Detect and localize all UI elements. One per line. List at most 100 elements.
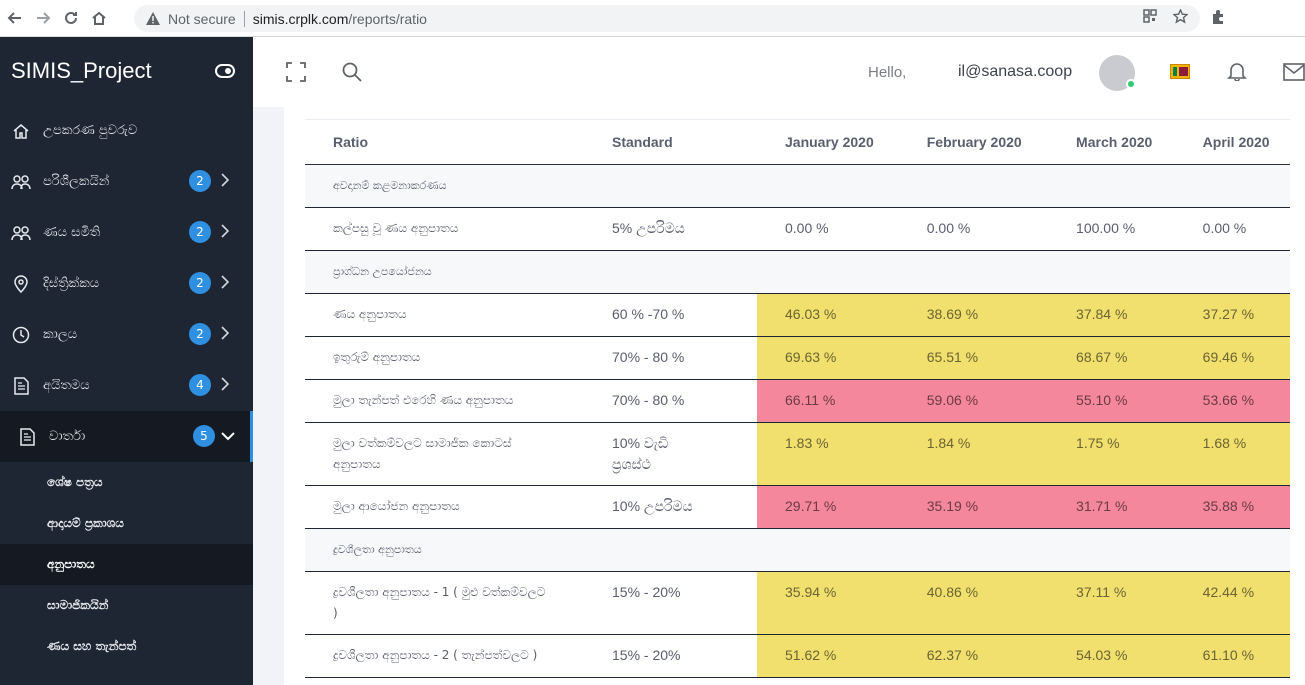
user-email[interactable]: il@sanasa.coop — [958, 63, 1073, 80]
online-status-dot — [1126, 79, 1136, 89]
search-icon[interactable] — [342, 62, 362, 82]
submenu-members[interactable]: සාමාජිකයින් — [0, 585, 253, 626]
sidebar-item-label: පරිශීලකයින් — [43, 174, 110, 189]
count-badge: 2 — [189, 221, 211, 243]
sidebar-toggle-icon[interactable] — [215, 64, 235, 78]
table-row: මුලා වත්කම්වලට සාමාජික කොටස් අනුපාතය 10%… — [305, 422, 1290, 486]
section-title: ද්‍රවශීලතා අනුපාතය — [305, 528, 1290, 572]
url-path: /reports/ratio — [348, 10, 427, 27]
submenu-label: ශේෂ පත්‍රය — [47, 475, 103, 489]
ratio-value: 53.66 % — [1174, 379, 1290, 423]
table-row: මුලා තැන්පත් එරෙහි ණය අනුපාතය 70% - 80 %… — [305, 379, 1290, 423]
table-row: ණය අනුපාතය 60 % -70 % 46.03 % 38.69 % 37… — [305, 293, 1290, 337]
sidebar: SIMIS_Project උපකරණ පුවරුව පරිශීලකයින් 2… — [0, 37, 253, 685]
ratio-value: 35.94 % — [757, 571, 899, 635]
ratio-standard: 5% උපරිමය — [612, 207, 757, 251]
submenu-label: ආදායම් ප්‍රකාශය — [47, 516, 124, 530]
home-icon[interactable] — [86, 5, 112, 31]
ratio-value: 29.71 % — [757, 485, 899, 529]
ratio-name: ද්‍රවශීලතා අනුපාතය - 2 ( තැන්පත්වලට ) — [305, 634, 612, 678]
column-header-february[interactable]: February 2020 — [898, 119, 1049, 165]
ratio-name: මුලා ආයෝජන අනුපාතය — [305, 485, 612, 529]
ratio-value: 35.19 % — [898, 485, 1049, 529]
section-row: අවදානම් කළමනාකරණය — [305, 164, 1290, 208]
reload-icon[interactable] — [58, 5, 84, 31]
sidebar-item-items[interactable]: අයිතමය 4 — [0, 360, 253, 411]
submenu-income-statement[interactable]: ආදායම් ප්‍රකාශය — [0, 503, 253, 544]
column-header-standard[interactable]: Standard — [612, 119, 757, 165]
back-icon[interactable] — [2, 5, 28, 31]
count-badge: 2 — [189, 170, 211, 192]
extensions-icon[interactable] — [1210, 8, 1230, 28]
url-text[interactable]: simis.crplk.com/reports/ratio — [253, 11, 427, 27]
column-header-ratio[interactable]: Ratio — [305, 119, 612, 165]
browser-toolbar: Not secure simis.crplk.com/reports/ratio — [0, 0, 1305, 37]
sidebar-item-period[interactable]: කාලය 2 — [0, 309, 253, 360]
security-status[interactable]: Not secure — [168, 10, 236, 27]
ratio-value: 0.00 % — [757, 207, 899, 251]
table-body: අවදානම් කළමනාකරණය කල්පසු වූ ණය අනුපාතය 5… — [305, 164, 1290, 678]
brand-title[interactable]: SIMIS_Project — [11, 58, 152, 83]
ratio-value: 69.46 % — [1174, 336, 1290, 380]
ratio-value: 54.03 % — [1048, 634, 1175, 678]
ratio-standard: 60 % -70 % — [612, 293, 757, 337]
sri-lanka-flag-icon[interactable] — [1170, 64, 1190, 79]
table-row: මුලා ආයෝජන අනුපාතය 10% උපරිමය 29.71 % 35… — [305, 485, 1290, 529]
sidebar-item-users[interactable]: පරිශීලකයින් 2 — [0, 156, 253, 207]
ratio-value: 100.00 % — [1048, 207, 1175, 251]
ratio-name: කල්පසු වූ ණය අනුපාතය — [305, 207, 612, 251]
ratio-value: 59.06 % — [898, 379, 1049, 423]
ratio-name: ද්‍රවශීලතා අනුපාතය - 1 ( මුළු වත්කම්වලට … — [305, 571, 612, 635]
address-bar[interactable]: Not secure simis.crplk.com/reports/ratio — [134, 5, 1200, 32]
ratio-value: 66.11 % — [757, 379, 899, 423]
users-icon — [11, 223, 31, 243]
bookmark-star-icon[interactable] — [1172, 8, 1189, 28]
users-icon — [11, 172, 31, 192]
ratio-value: 31.71 % — [1048, 485, 1175, 529]
count-badge: 2 — [189, 272, 211, 294]
chevron-down-icon — [221, 430, 235, 444]
ratio-value: 51.62 % — [757, 634, 899, 678]
ratio-value: 0.00 % — [1174, 207, 1290, 251]
ratio-value: 0.00 % — [898, 207, 1049, 251]
map-pin-icon — [11, 274, 31, 294]
column-header-april[interactable]: April 2020 — [1174, 119, 1290, 165]
sidebar-item-label: අයිතමය — [43, 378, 90, 393]
brand-logo: SIMIS_Project — [0, 37, 253, 105]
ratio-value: 68.67 % — [1048, 336, 1175, 380]
mail-icon[interactable] — [1283, 63, 1305, 83]
qr-code-icon[interactable] — [1143, 9, 1157, 28]
count-badge: 4 — [189, 374, 211, 396]
ratio-name: මුලා වත්කම්වලට සාමාජික කොටස් අනුපාතය — [305, 422, 612, 486]
sidebar-item-label: ණය සමිති — [43, 225, 101, 240]
clock-icon — [11, 325, 31, 345]
sidebar-item-district[interactable]: දිස්ත්‍රික්කය 2 — [0, 258, 253, 309]
count-badge: 2 — [189, 323, 211, 345]
ratio-standard: 70% - 80 % — [612, 336, 757, 380]
main-content: Ratio Standard January 2020 February 202… — [253, 107, 1305, 685]
home-icon — [11, 121, 31, 141]
ratio-standard: 15% - 20% — [612, 571, 757, 635]
chevron-right-icon — [221, 173, 231, 187]
sidebar-item-dashboard[interactable]: උපකරණ පුවරුව — [0, 105, 253, 156]
ratio-value: 35.88 % — [1174, 485, 1290, 529]
sidebar-item-credit-societies[interactable]: ණය සමිති 2 — [0, 207, 253, 258]
ratio-standard: 15% - 20% — [612, 634, 757, 678]
ratio-value: 1.84 % — [898, 422, 1049, 486]
submenu-label: සාමාජිකයින් — [47, 598, 109, 612]
ratio-name: මුලා තැන්පත් එරෙහි ණය අනුපාතය — [305, 379, 612, 423]
table-row: කල්පසු වූ ණය අනුපාතය 5% උපරිමය 0.00 % 0.… — [305, 207, 1290, 251]
submenu-balance-sheet[interactable]: ශේෂ පත්‍රය — [0, 462, 253, 503]
submenu-loans-deposits[interactable]: ණය සහ තැන්පත් — [0, 626, 253, 667]
ratio-value: 46.03 % — [757, 293, 899, 337]
sidebar-item-label: දිස්ත්‍රික්කය — [43, 276, 100, 291]
section-row: ද්‍රවශීලතා අනුපාතය — [305, 528, 1290, 572]
column-header-january[interactable]: January 2020 — [757, 119, 899, 165]
sidebar-item-reports[interactable]: වාර්තා 5 — [0, 411, 253, 462]
submenu-ratio[interactable]: අනුපාතය — [0, 544, 253, 585]
bell-icon[interactable] — [1227, 61, 1247, 82]
fullscreen-icon[interactable] — [286, 62, 306, 82]
warning-icon — [146, 12, 160, 26]
column-header-march[interactable]: March 2020 — [1048, 119, 1175, 165]
forward-icon[interactable] — [30, 5, 56, 31]
